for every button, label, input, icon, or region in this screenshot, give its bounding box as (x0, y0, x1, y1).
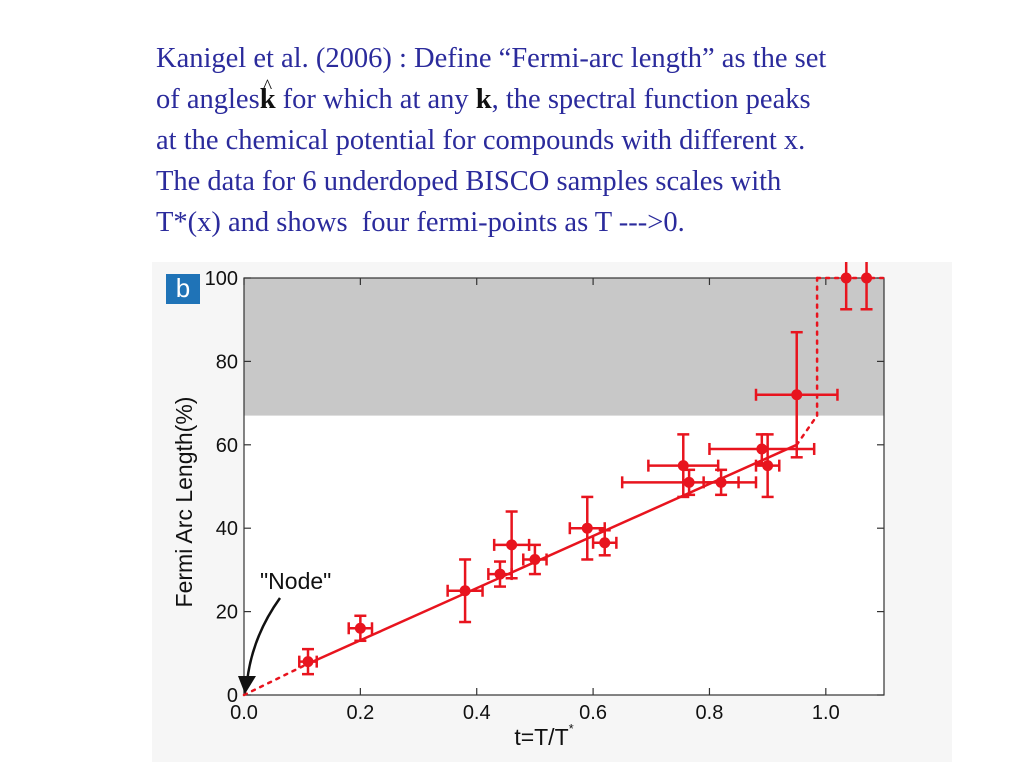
data-point (677, 460, 689, 472)
data-point (791, 389, 803, 401)
k-hat-symbol: k (260, 84, 276, 115)
plot-area: 0.0 0.2 0.4 0.6 0.8 1.0 0 20 40 60 80 100 (205, 245, 886, 724)
data-point (861, 272, 873, 284)
y-tick-label: 80 (216, 351, 238, 373)
x-tick-label: 0.2 (346, 702, 374, 724)
data-point (581, 522, 593, 534)
data-point (529, 553, 541, 565)
panel-label: b (176, 273, 190, 303)
y-tick-label: 100 (205, 268, 238, 290)
k-vector-symbol: k (475, 84, 492, 115)
caption-line-3: at the chemical potential for compounds … (156, 125, 806, 156)
node-annotation: "Node" (260, 568, 331, 594)
panel-label-box (166, 274, 200, 304)
fermi-arc-chart: 0.0 0.2 0.4 0.6 0.8 1.0 0 20 40 60 80 100 b Fermi A… (152, 245, 952, 767)
y-axis-label: Fermi Arc Length(%) (171, 397, 197, 608)
y-tick-label: 20 (216, 602, 238, 624)
caption-line-1: Kanigel et al. (2006) : Define “Fermi-ar… (156, 43, 827, 74)
x-axis-label-sup: * (569, 721, 574, 736)
data-point (715, 476, 727, 488)
y-tick-label: 60 (216, 435, 238, 457)
dotted-guide-line (795, 414, 819, 447)
node-arrow-head (238, 676, 256, 694)
x-tick-label: 0.0 (230, 702, 258, 724)
shaded-region (244, 278, 884, 416)
data-point (494, 568, 506, 580)
data-point (506, 539, 518, 551)
caption-text: Kanigel et al. (2006) : Define “Fermi-ar… (156, 38, 986, 243)
x-tick-label: 0.4 (463, 702, 491, 724)
caption-line-2: of anglesk for which at any k, the spect… (156, 79, 986, 120)
data-point (354, 622, 366, 634)
data-point (599, 537, 611, 549)
y-tick-label: 40 (216, 518, 238, 540)
caption-line-5: T*(x) and shows four fermi-points as T -… (156, 207, 685, 238)
dotted-guide-line (242, 662, 310, 697)
data-point (762, 460, 774, 472)
x-tick-label: 1.0 (812, 702, 840, 724)
data-point (683, 476, 695, 488)
data-point (459, 585, 471, 597)
x-tick-label: 0.6 (579, 702, 607, 724)
data-point (756, 443, 768, 455)
data-point (840, 272, 852, 284)
node-arrow-shaft (245, 597, 282, 683)
x-axis-label-main: t=T/T (514, 724, 568, 750)
data-point (302, 656, 314, 668)
y-tick-label: 0 (227, 685, 238, 707)
caption-line-4: The data for 6 underdoped BISCO samples … (156, 166, 782, 197)
x-axis-label: t=T/T* (514, 721, 573, 750)
x-tick-label: 0.8 (696, 702, 724, 724)
chart-svg: 0.0 0.2 0.4 0.6 0.8 1.0 0 20 40 60 80 100 b Fermi A… (152, 245, 952, 762)
plot-frame (243, 277, 885, 696)
